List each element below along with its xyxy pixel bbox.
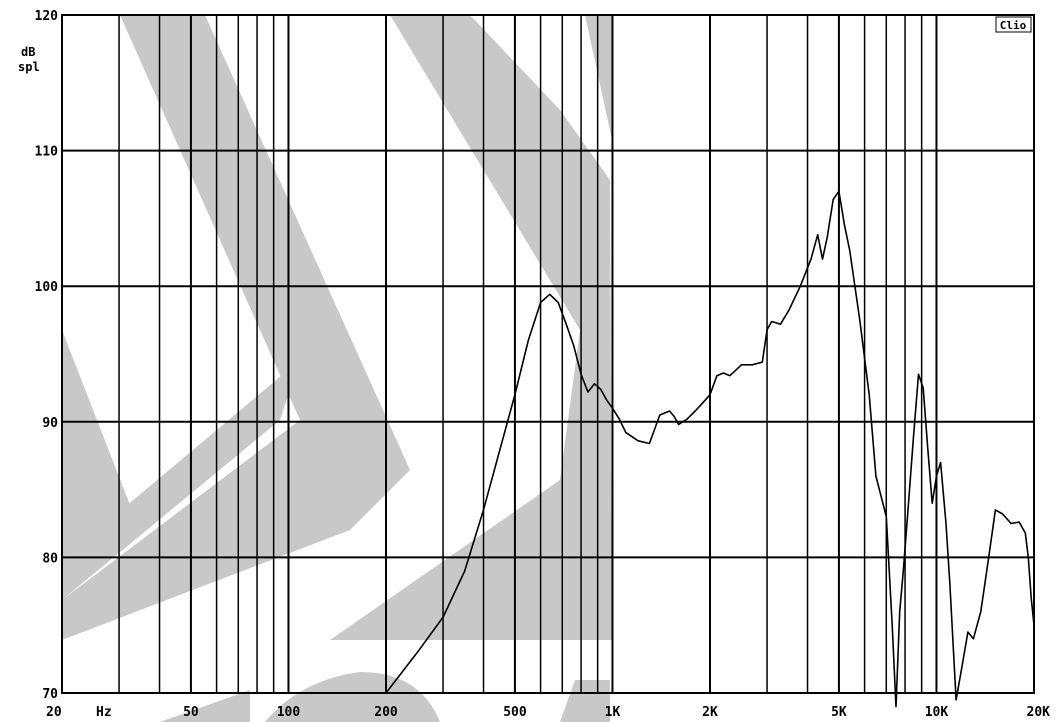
y-tick-label: 70 — [42, 687, 58, 702]
x-tick-label: 1K — [605, 705, 621, 720]
x-tick-label: 20K — [1027, 705, 1051, 720]
x-unit-hz: Hz — [96, 705, 112, 720]
y-tick-label: 100 — [35, 280, 59, 295]
watermark-shape — [62, 360, 300, 640]
x-tick-label: 100 — [277, 705, 301, 720]
clio-badge-label: Clio — [1000, 19, 1027, 32]
major-grid — [62, 15, 1034, 693]
clio-badge: Clio — [995, 16, 1032, 33]
x-tick-label: 50 — [183, 705, 199, 720]
watermark-shape — [330, 15, 612, 640]
x-tick-label: 200 — [374, 705, 398, 720]
y-unit-spl: spl — [18, 60, 40, 74]
watermark-shape — [265, 672, 440, 722]
minor-grid — [118, 15, 923, 693]
x-tick-label: 500 — [503, 705, 527, 720]
x-tick-label: 10K — [925, 705, 949, 720]
plot-frame — [61, 14, 1035, 694]
response-curve — [385, 190, 1035, 708]
x-tick-label: 20 — [46, 705, 62, 720]
y-unit-db: dB — [21, 45, 35, 59]
watermark-shape — [560, 680, 610, 722]
x-tick-label: 5K — [831, 705, 847, 720]
y-tick-label: 80 — [42, 551, 58, 566]
y-tick-label: 90 — [42, 416, 58, 431]
y-tick-labels: 70 80 90 100 110 120 — [35, 9, 59, 702]
watermark-shape — [62, 15, 410, 640]
watermark-shape — [160, 690, 250, 722]
clio-badge-box — [995, 16, 1032, 33]
x-tick-labels: 20 50 100 200 500 1K 2K 5K 10K 20K — [46, 705, 1050, 720]
watermark-shape — [62, 330, 130, 560]
watermark-shape — [585, 15, 612, 140]
y-tick-label: 120 — [35, 9, 59, 24]
x-tick-label: 2K — [702, 705, 718, 720]
watermark-logo — [62, 15, 612, 722]
y-tick-label: 110 — [35, 145, 59, 160]
curve-layer — [385, 190, 1035, 708]
